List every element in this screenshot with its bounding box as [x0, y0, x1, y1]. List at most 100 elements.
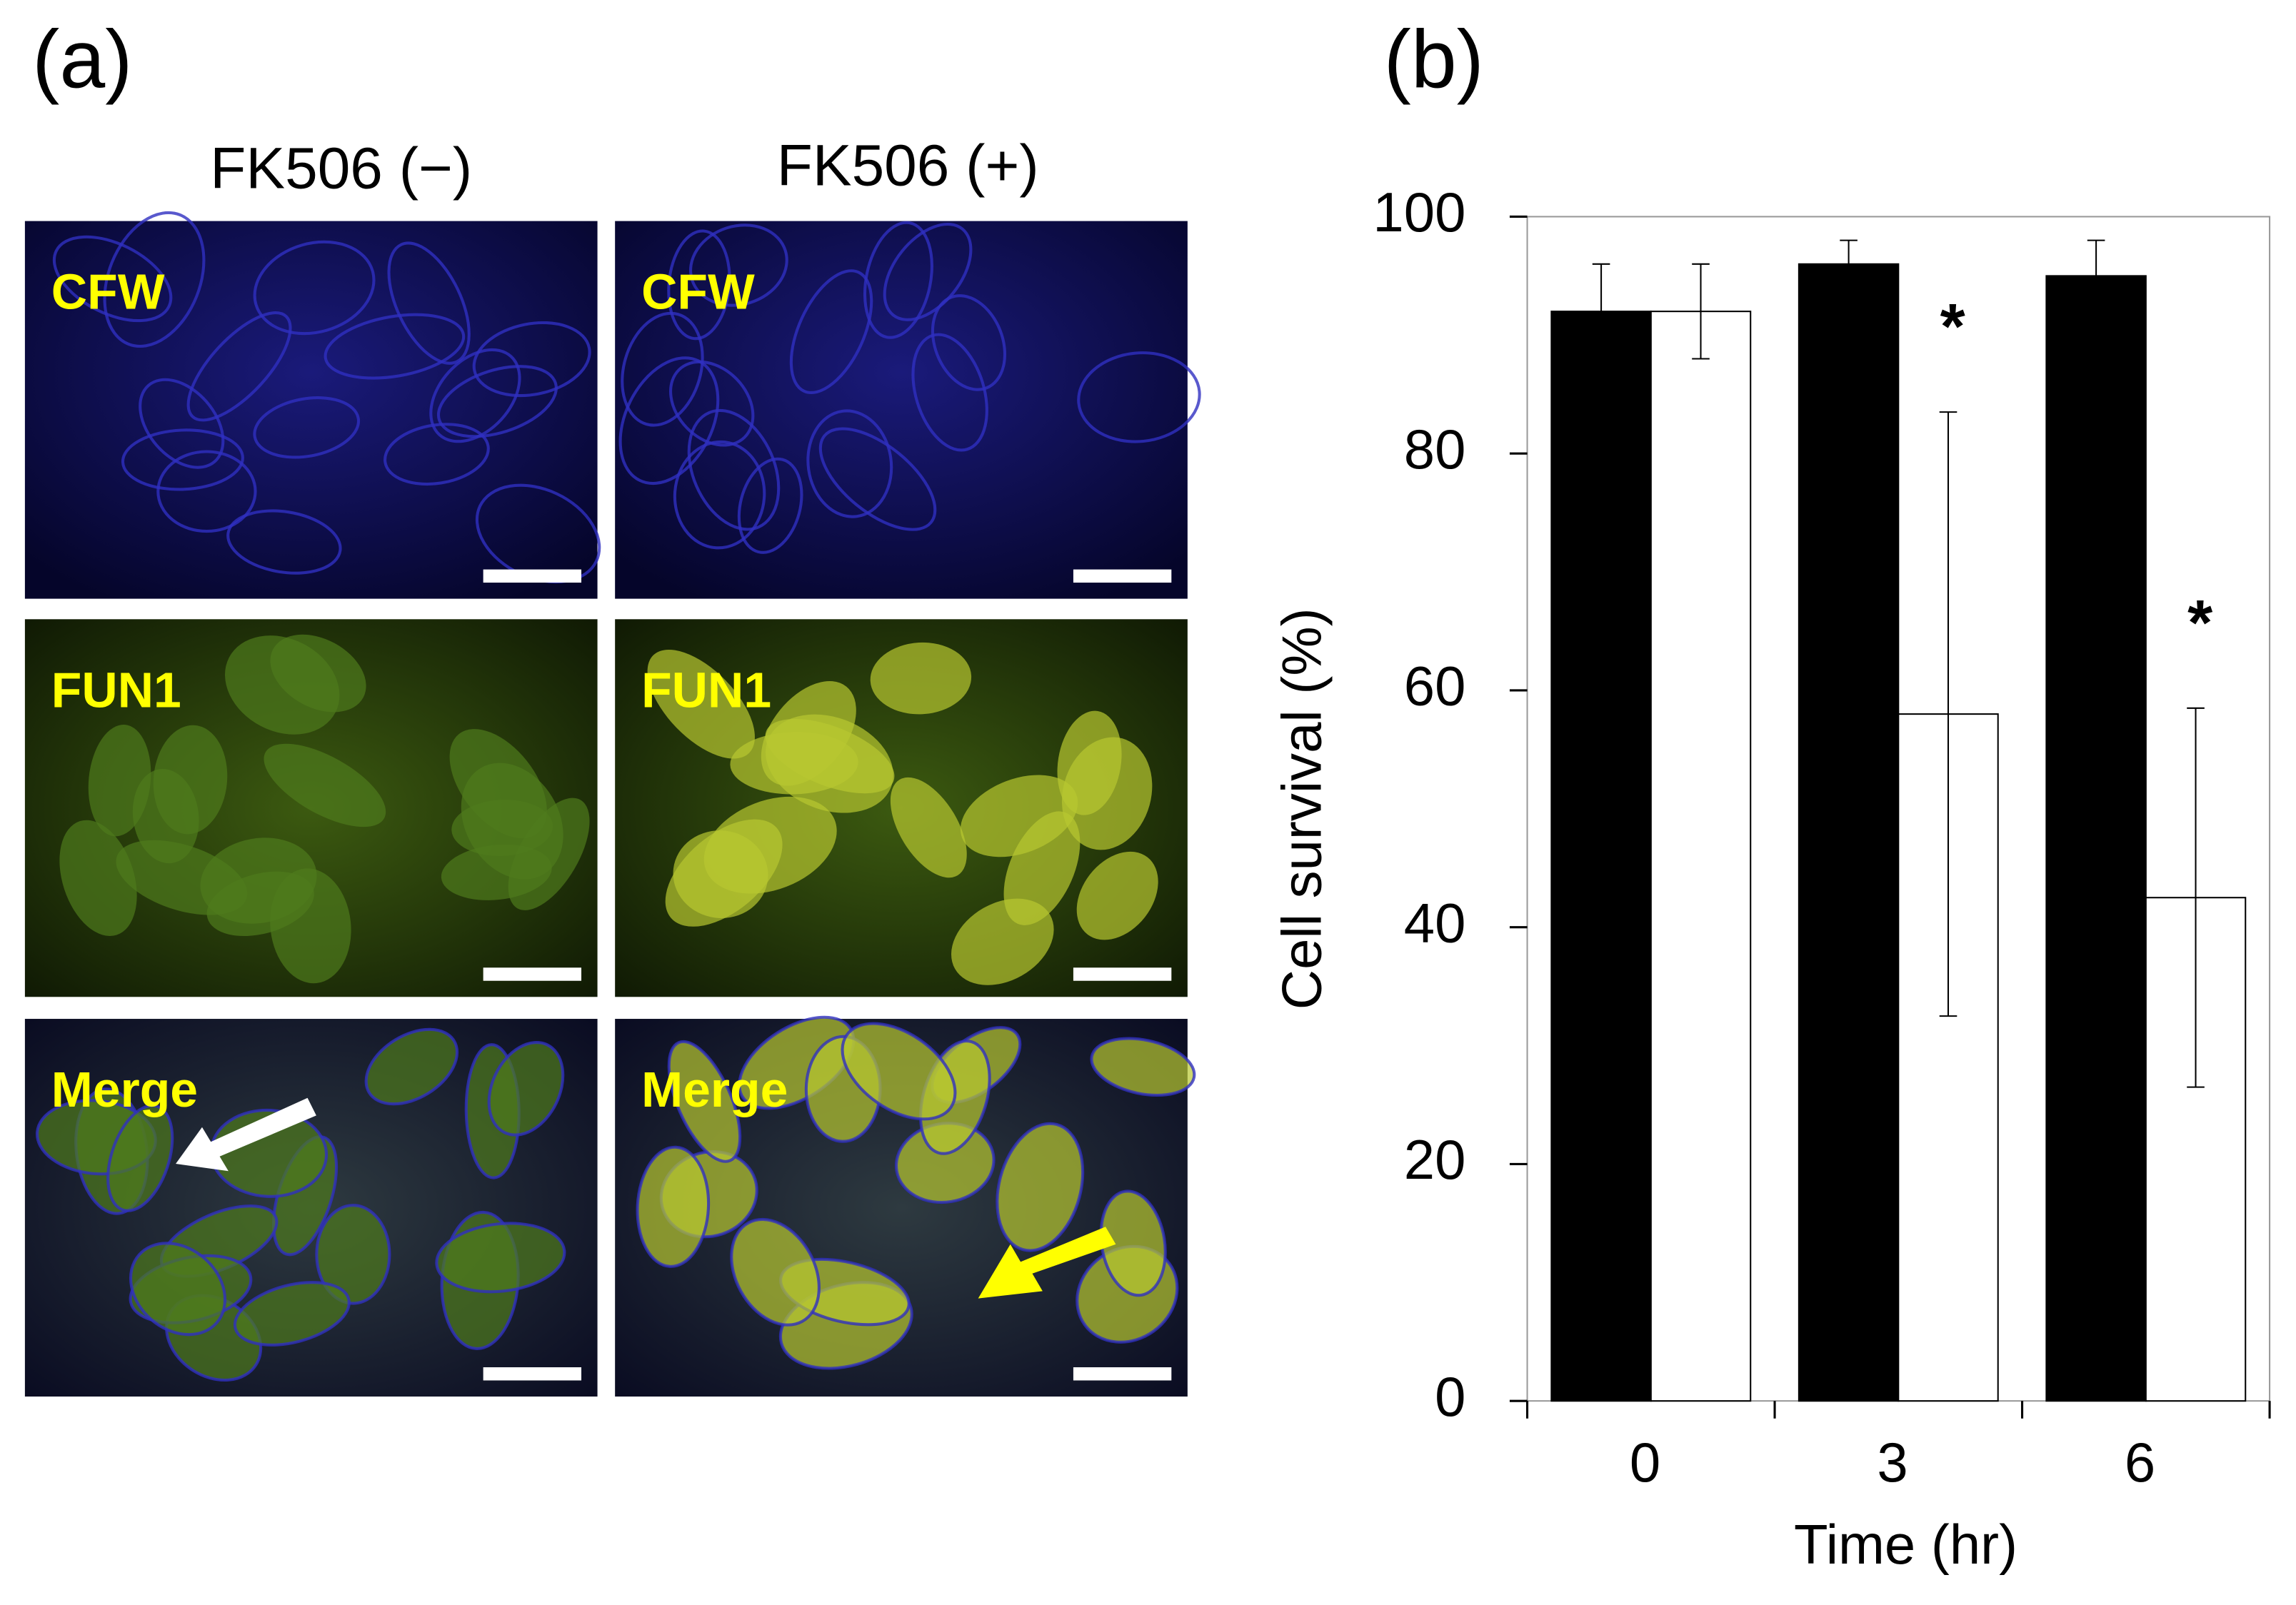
y-tick-label: 40 — [1404, 891, 1466, 954]
cell — [688, 223, 788, 307]
cell — [253, 240, 376, 336]
cell — [673, 440, 766, 550]
cell — [996, 1122, 1085, 1252]
scale-bar — [1073, 1367, 1172, 1381]
error-bar — [2187, 707, 2205, 1088]
scale-bar — [483, 1367, 582, 1381]
cell — [960, 775, 1078, 857]
cell — [647, 649, 755, 759]
cell — [435, 1222, 566, 1294]
arrow — [978, 1227, 1116, 1299]
channel-label: FUN1 — [51, 662, 181, 718]
micrograph — [24, 221, 598, 599]
y-axis-title: Cell survival (%) — [1270, 608, 1333, 1010]
y-tick-label: 80 — [1404, 418, 1466, 481]
scale-bar — [483, 569, 582, 583]
bar — [1550, 311, 1652, 1402]
cell — [59, 820, 137, 937]
cell — [818, 427, 937, 531]
error-bar — [1592, 263, 1610, 360]
cell — [687, 408, 781, 531]
channel-label: Merge — [51, 1062, 198, 1117]
y-tick-label: 20 — [1404, 1128, 1466, 1191]
panel-label: (a) — [32, 14, 132, 106]
cell — [737, 457, 803, 554]
cell — [1057, 710, 1122, 815]
arrow — [176, 1097, 316, 1172]
cell — [315, 1204, 391, 1305]
cell — [911, 333, 988, 452]
error-bar — [1939, 411, 1957, 1017]
channel-label: CFW — [641, 264, 755, 320]
cell — [1090, 1037, 1196, 1097]
cell — [951, 898, 1054, 985]
panel-label: (b) — [1384, 14, 1484, 106]
error-bar — [1840, 239, 1858, 289]
channel-label: Merge — [641, 1062, 788, 1117]
cell — [730, 1217, 821, 1327]
cell — [387, 241, 471, 365]
cell — [153, 725, 228, 835]
cell — [472, 321, 591, 398]
x-tick-label: 6 — [2125, 1431, 2155, 1494]
x-axis-title: Time (hr) — [1794, 1513, 2017, 1576]
cell — [806, 409, 893, 518]
cell — [436, 365, 558, 438]
channel-label: FUN1 — [641, 662, 771, 718]
y-tick-label: 0 — [1435, 1365, 1465, 1428]
cell — [451, 800, 553, 857]
cell — [863, 221, 933, 339]
column-header: FK506 (−) — [210, 136, 472, 201]
cell — [139, 378, 225, 469]
column-header: FK506 (+) — [777, 133, 1039, 198]
cell — [841, 1022, 957, 1121]
cell — [668, 360, 755, 447]
cell — [870, 642, 972, 715]
cell — [636, 1145, 711, 1268]
error-bar — [1692, 263, 1710, 360]
cell — [667, 1040, 742, 1163]
cell — [883, 222, 973, 321]
cell — [103, 211, 206, 348]
cell — [1076, 851, 1158, 940]
cell — [186, 311, 292, 422]
cell — [621, 311, 704, 427]
cell — [116, 840, 248, 915]
cell — [1077, 351, 1201, 443]
cell — [270, 634, 366, 713]
cell — [233, 1281, 351, 1347]
x-tick-label: 3 — [1877, 1431, 1908, 1494]
cell — [324, 313, 466, 380]
cell — [789, 269, 873, 395]
micrographs: CFW CFW FUN1 FUN1 Merge Merge — [24, 211, 1201, 1397]
bar — [1650, 311, 1752, 1402]
scale-bar — [1073, 569, 1172, 583]
cell — [206, 871, 314, 937]
cell — [364, 1027, 459, 1106]
scale-bar — [483, 967, 582, 981]
cell — [52, 235, 173, 323]
cell — [667, 229, 731, 341]
cell — [88, 725, 151, 837]
annotation: * — [2187, 587, 2213, 659]
cell — [931, 294, 1007, 391]
cell — [121, 428, 244, 491]
x-tick-label: 0 — [1630, 1431, 1660, 1494]
cell — [761, 681, 856, 786]
micrograph — [615, 221, 1188, 599]
cell — [429, 348, 521, 443]
cell — [129, 1242, 227, 1337]
cell — [487, 1041, 565, 1137]
cell — [665, 819, 783, 927]
error-bar — [2087, 239, 2105, 313]
bar — [1798, 263, 1900, 1402]
cell — [156, 450, 257, 533]
cell — [264, 743, 386, 827]
bar — [2045, 275, 2147, 1402]
annotation: * — [1940, 291, 1966, 363]
bar-chart: 0 20 40 60 80 100 0 3 6 * * Time (hr) Cell survival … — [1270, 181, 2271, 1576]
y-tick-label: 100 — [1373, 181, 1465, 243]
channel-label: CFW — [51, 264, 165, 320]
